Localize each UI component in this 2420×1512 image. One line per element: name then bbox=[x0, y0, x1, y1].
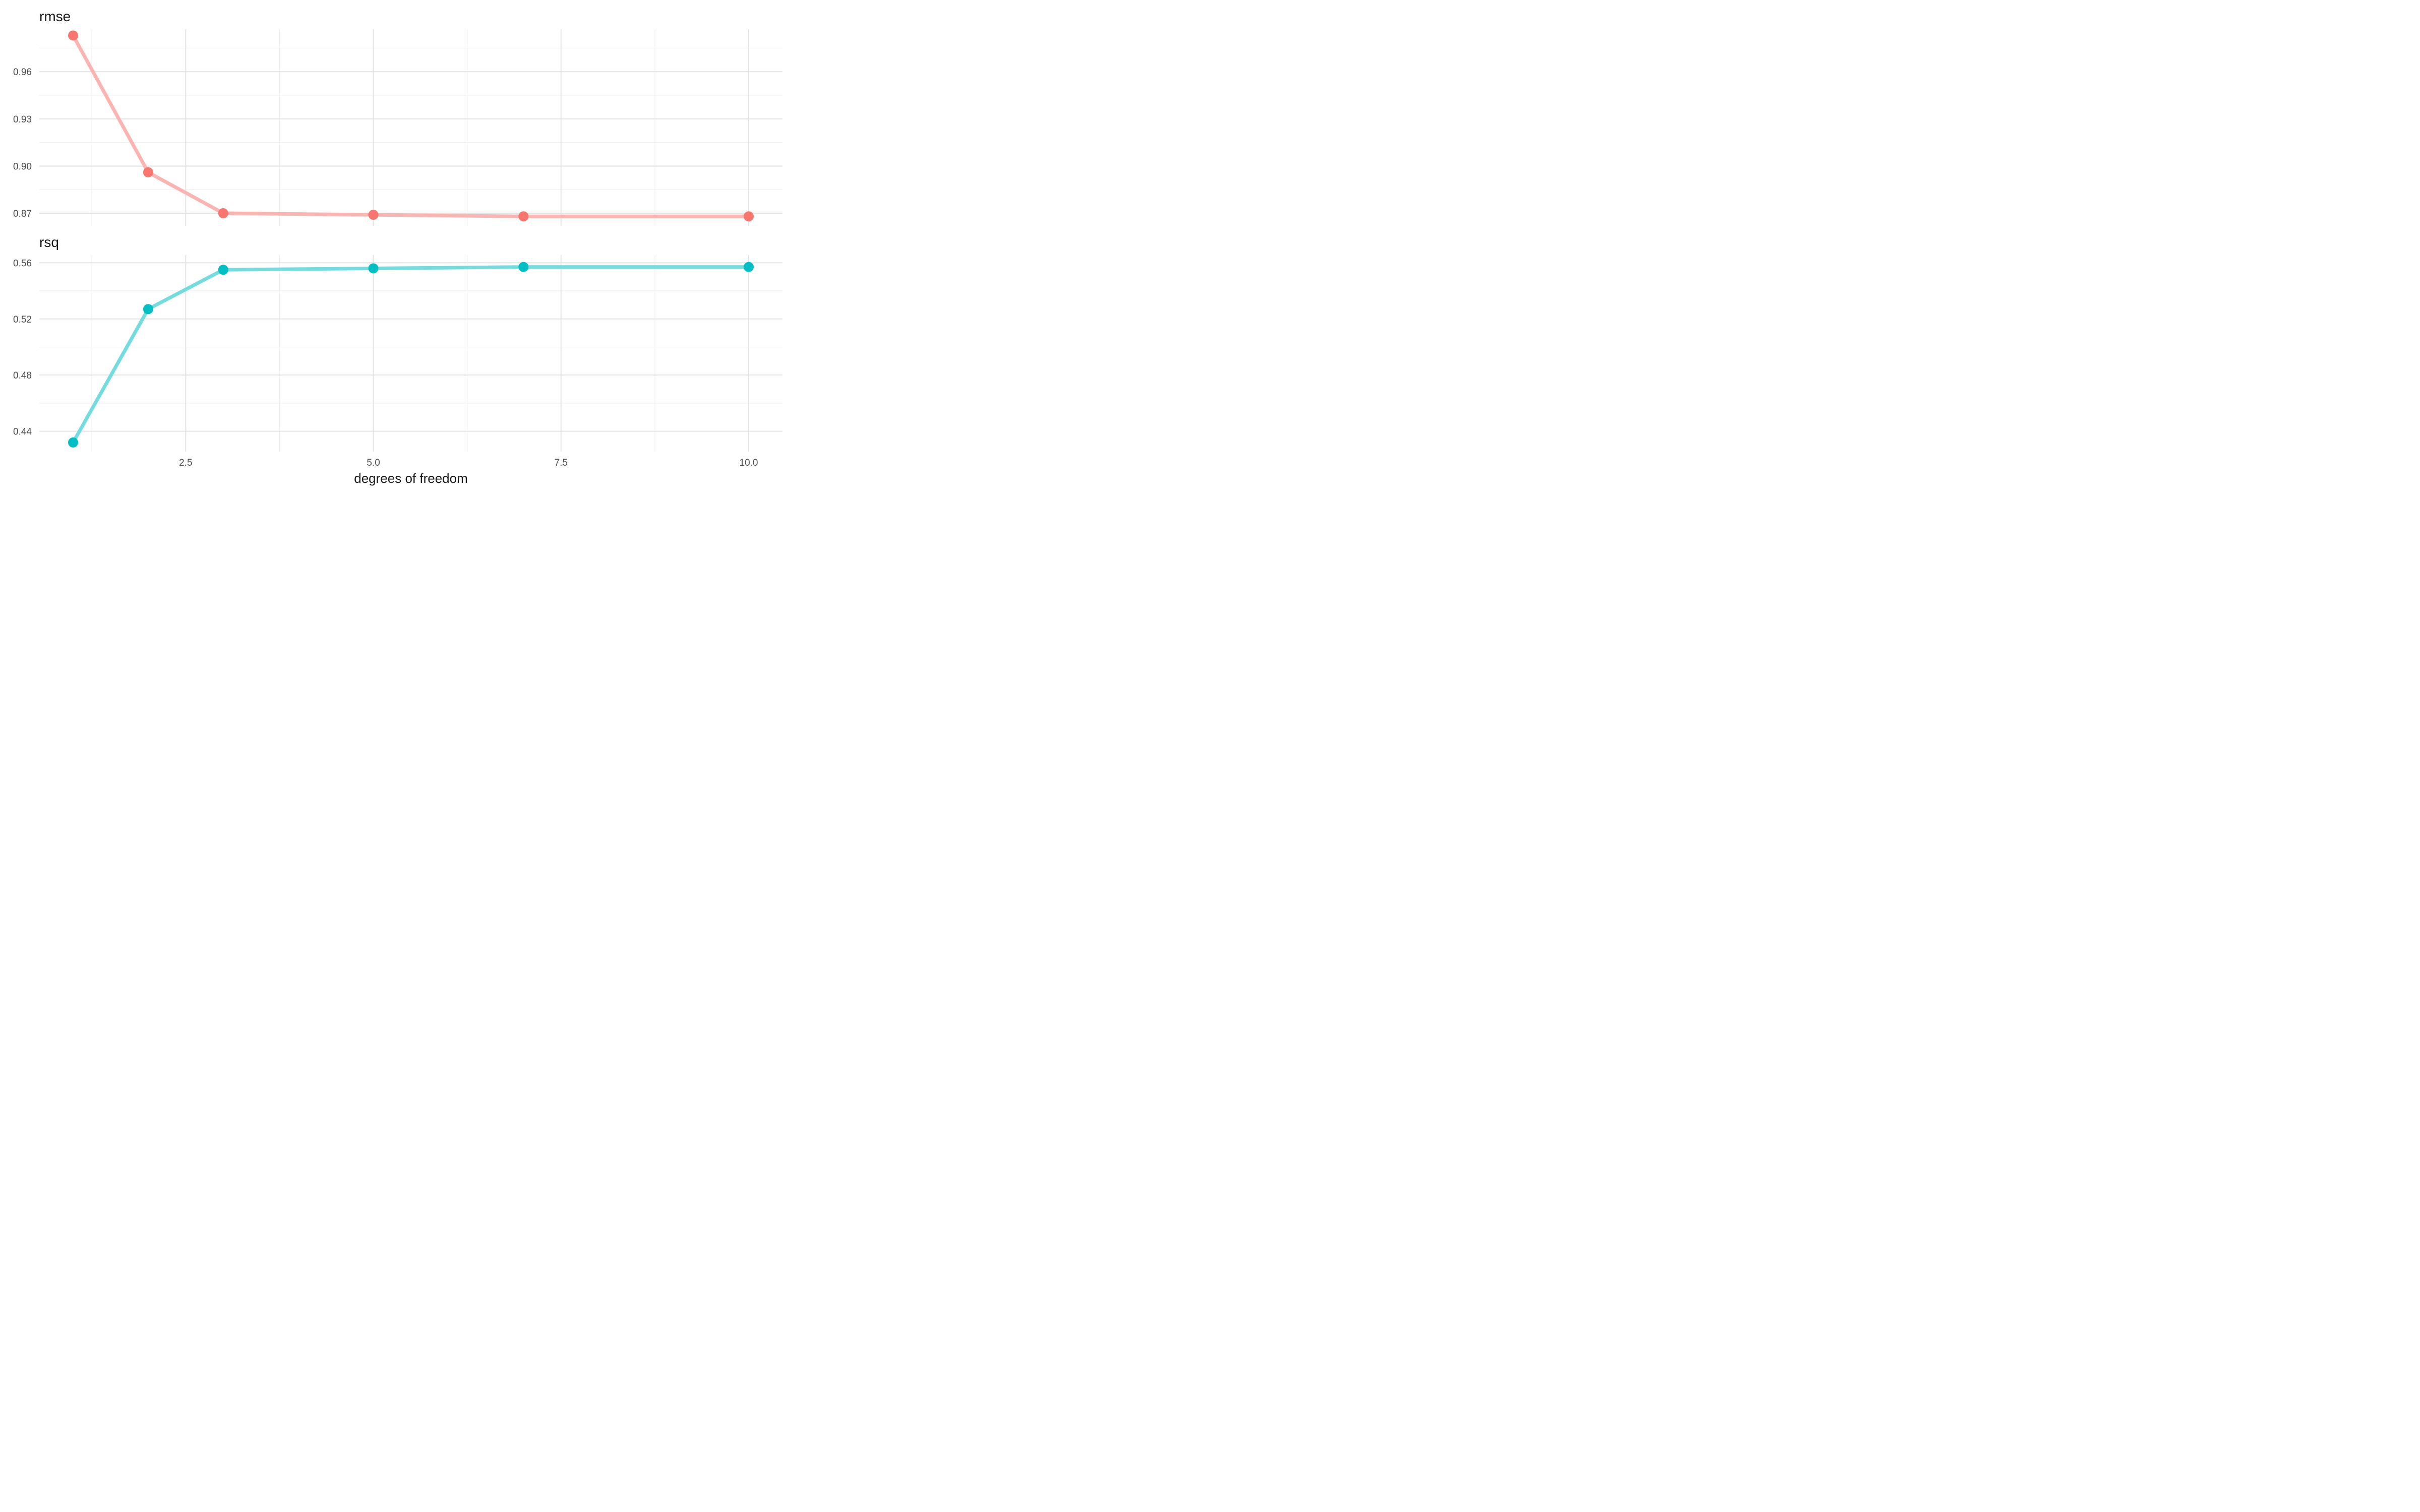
x-tick-label: 2.5 bbox=[179, 458, 192, 468]
data-point-rsq bbox=[368, 263, 379, 274]
data-point-rsq bbox=[518, 262, 529, 272]
x-tick-label: 5.0 bbox=[367, 458, 380, 468]
data-point-rmse bbox=[518, 211, 529, 222]
x-tick-label: 10.0 bbox=[740, 458, 758, 468]
facet-title-rsq: rsq bbox=[39, 234, 59, 250]
facet-rsq: rsq 0.44 0.48 0.52 0.56 bbox=[13, 234, 782, 452]
faceted-line-chart: rmse0.870.900.930.96rsq0.440.480.520.56 … bbox=[13, 9, 782, 486]
data-point-rsq bbox=[744, 262, 754, 272]
x-tick-label: 7.5 bbox=[555, 458, 568, 468]
gridlines-rsq bbox=[39, 255, 782, 452]
y-tick-label-rsq: 0.52 bbox=[13, 314, 32, 325]
series-line-rmse bbox=[71, 34, 751, 218]
data-point-rmse bbox=[368, 210, 379, 220]
y-tick-label-rmse: 0.87 bbox=[13, 209, 32, 219]
facet-title-rmse: rmse bbox=[39, 9, 71, 24]
data-point-rsq bbox=[218, 265, 228, 275]
facet-rmse: rmse 0.87 0.90 0.93 0.96 bbox=[13, 9, 782, 226]
y-tick-label-rmse: 0.96 bbox=[13, 67, 32, 78]
y-tick-label-rsq: 0.56 bbox=[13, 258, 32, 269]
facets-layer: rmse 0.87 0.90 0.93 0.96 rsq 0.44 0.48 0.52 0.56 bbox=[13, 9, 782, 452]
data-point-rsq bbox=[68, 437, 78, 448]
data-point-rmse bbox=[218, 208, 228, 219]
y-tick-label-rsq: 0.44 bbox=[13, 427, 32, 437]
data-point-rmse bbox=[68, 30, 78, 41]
y-tick-label-rmse: 0.90 bbox=[13, 161, 32, 172]
series-line-rsq bbox=[71, 265, 751, 445]
x-axis: 2.5 5.0 7.5 10.0 bbox=[179, 458, 758, 468]
y-tick-label-rmse: 0.93 bbox=[13, 114, 32, 125]
x-axis-title: degrees of freedom bbox=[354, 471, 467, 486]
data-point-rmse bbox=[143, 167, 153, 177]
data-point-rmse bbox=[744, 211, 754, 222]
gridlines-rmse bbox=[39, 29, 782, 226]
data-point-rsq bbox=[143, 304, 153, 314]
y-tick-label-rsq: 0.48 bbox=[13, 370, 32, 381]
